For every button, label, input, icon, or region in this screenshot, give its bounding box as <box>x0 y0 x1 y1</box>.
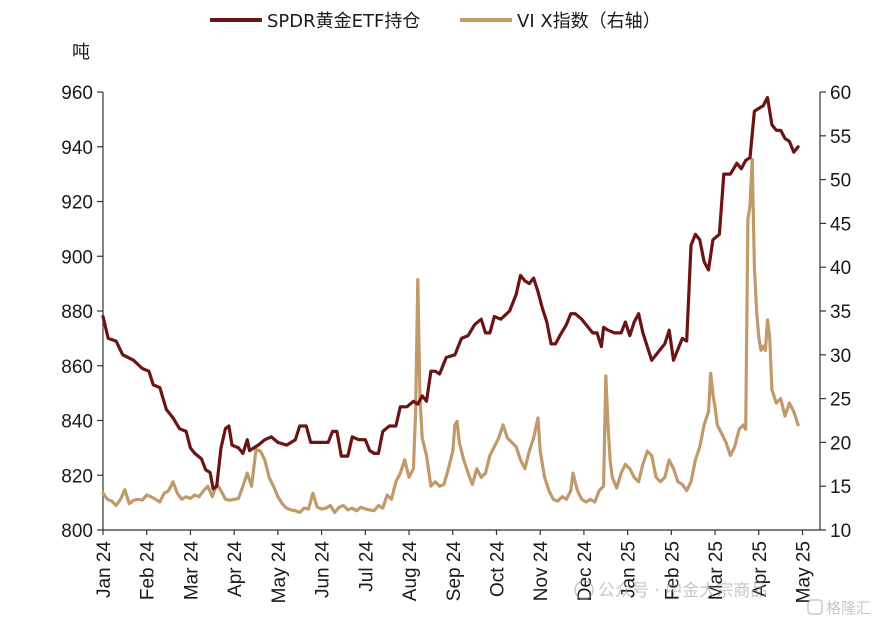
right-tick-label: 25 <box>830 390 851 411</box>
chart-legend: SPDR黄金ETF持仓 VI X指数（右轴） <box>210 11 661 32</box>
legend-label-gold: SPDR黄金ETF持仓 <box>267 11 420 32</box>
right-tick-label: 55 <box>830 127 851 148</box>
legend-label-vix: VI X指数（右轴） <box>517 11 661 32</box>
wechat-logo-icon <box>574 580 594 600</box>
left-tick-label: 820 <box>61 466 93 487</box>
x-tick-label: Apr 25 <box>750 541 771 597</box>
x-tick-label: Oct 24 <box>487 541 508 597</box>
left-tick-label: 880 <box>61 302 93 323</box>
right-tick-label: 30 <box>830 346 851 367</box>
x-tick-label: Jan 25 <box>619 541 640 598</box>
x-tick-label: Jan 24 <box>94 541 115 598</box>
left-tick-label: 900 <box>61 247 93 268</box>
x-tick-label: Nov 24 <box>531 541 552 602</box>
right-tick-label: 45 <box>830 214 851 235</box>
left-tick-label: 940 <box>61 138 93 159</box>
x-tick-label: Dec 24 <box>575 541 596 602</box>
series-line-vix <box>101 157 800 515</box>
left-axis-ticks: 800 820 840 860 880 900 920 940 960 <box>61 83 103 542</box>
left-tick-label: 860 <box>61 357 93 378</box>
x-tick-label: Mar 25 <box>706 541 727 600</box>
right-tick-label: 40 <box>830 258 851 279</box>
right-tick-label: 10 <box>830 521 851 542</box>
x-tick-label: Sep 24 <box>444 541 465 602</box>
x-tick-label: Jul 24 <box>356 541 377 592</box>
right-tick-label: 20 <box>830 433 851 454</box>
x-tick-label: Apr 24 <box>225 541 246 597</box>
left-axis-unit-label: 吨 <box>72 42 90 63</box>
glh-logo-icon <box>807 599 823 615</box>
x-tick-label: Mar 24 <box>181 541 202 601</box>
left-tick-label: 800 <box>61 521 93 542</box>
watermark-logo-text: 格隆汇 <box>826 599 871 617</box>
series-line-gold-etf <box>101 95 800 491</box>
left-tick-label: 840 <box>61 412 93 433</box>
x-tick-label: Aug 24 <box>400 541 421 602</box>
left-tick-label: 920 <box>61 193 93 214</box>
right-tick-label: 15 <box>830 477 851 498</box>
x-tick-label: Feb 24 <box>138 541 159 601</box>
x-tick-label: May 24 <box>269 541 290 604</box>
series-layer <box>101 95 800 515</box>
watermark-text: 公众号 · 中金大宗商品 <box>598 581 767 601</box>
right-tick-label: 35 <box>830 302 851 323</box>
right-tick-label: 60 <box>830 83 851 104</box>
right-tick-label: 50 <box>830 171 851 192</box>
watermark: 公众号 · 中金大宗商品 格隆汇 <box>574 580 871 617</box>
x-tick-label: Jun 24 <box>313 541 334 598</box>
left-tick-label: 960 <box>61 83 93 104</box>
x-axis-ticks: Jan 24 Feb 24 Mar 24 Apr 24 May 24 Jun 24 Jul … <box>94 530 815 603</box>
x-tick-label: Feb 25 <box>662 541 683 600</box>
x-tick-label: May 25 <box>794 541 815 603</box>
right-axis-ticks: 10 15 20 25 30 35 40 45 50 55 60 <box>820 83 851 542</box>
